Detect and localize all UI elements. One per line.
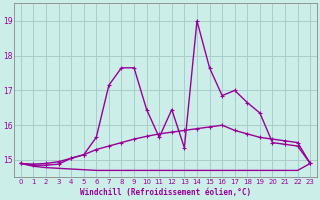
X-axis label: Windchill (Refroidissement éolien,°C): Windchill (Refroidissement éolien,°C): [80, 188, 251, 197]
